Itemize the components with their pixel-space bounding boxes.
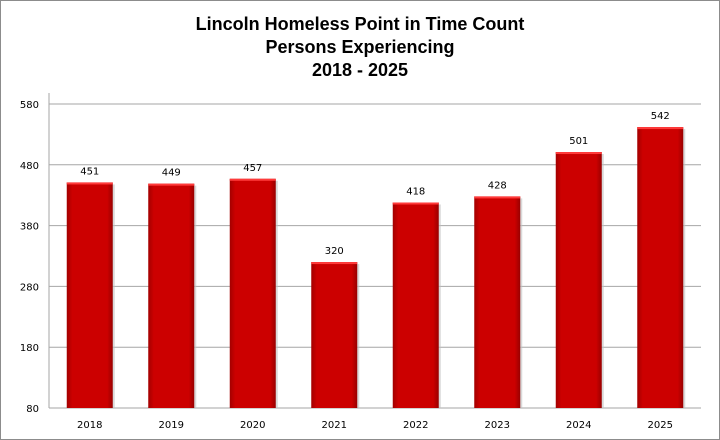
y-tick-label: 580	[20, 100, 39, 111]
x-tick-label: 2021	[322, 420, 347, 431]
x-tick-label: 2022	[403, 420, 428, 431]
title-line-2: Persons Experiencing	[265, 37, 455, 57]
y-tick-label: 80	[26, 404, 39, 415]
y-tick-label: 280	[20, 282, 39, 293]
data-label: 501	[569, 136, 588, 147]
bar-highlight	[392, 202, 439, 205]
bar-highlight	[474, 196, 521, 199]
bar	[148, 183, 195, 408]
x-tick-label: 2024	[566, 420, 591, 431]
chart-title: Lincoln Homeless Point in Time Count Per…	[1, 13, 719, 82]
y-tick-label: 380	[20, 222, 39, 233]
data-label: 428	[488, 180, 507, 191]
data-label: 457	[243, 163, 262, 174]
x-tick-label: 2023	[485, 420, 510, 431]
bar	[311, 262, 358, 408]
bar-highlight	[555, 152, 602, 155]
bar-highlight	[311, 262, 358, 265]
bar	[66, 182, 113, 408]
bar-highlight	[66, 182, 113, 185]
x-tick-label: 2019	[159, 420, 184, 431]
bar	[229, 178, 276, 408]
bar	[392, 202, 439, 408]
bar-highlight	[229, 178, 276, 181]
data-label: 320	[325, 246, 344, 257]
data-label: 418	[406, 186, 425, 197]
x-tick-label: 2018	[77, 420, 102, 431]
bar-highlight	[148, 183, 195, 186]
y-tick-label: 480	[20, 161, 39, 172]
bar	[555, 152, 602, 408]
x-tick-label: 2020	[240, 420, 265, 431]
y-tick-label: 180	[20, 343, 39, 354]
bar-highlight	[637, 127, 684, 130]
title-line-1: Lincoln Homeless Point in Time Count	[195, 14, 525, 34]
data-label: 542	[651, 111, 670, 122]
bar	[474, 196, 521, 408]
data-label: 451	[80, 166, 99, 177]
title-line-3: 2018 - 2025	[311, 60, 409, 80]
bar	[637, 127, 684, 408]
x-tick-label: 2025	[648, 420, 673, 431]
data-label: 449	[162, 168, 181, 179]
